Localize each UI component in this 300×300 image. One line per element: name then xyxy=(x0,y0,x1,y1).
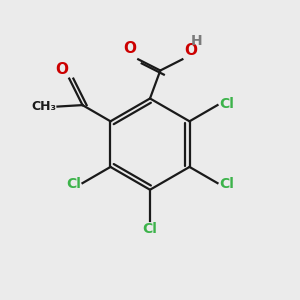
Text: H: H xyxy=(191,34,203,47)
Text: Cl: Cl xyxy=(66,177,81,191)
Text: Cl: Cl xyxy=(219,177,234,191)
Text: Cl: Cl xyxy=(219,97,234,111)
Text: CH₃: CH₃ xyxy=(31,100,56,113)
Text: Cl: Cl xyxy=(142,222,158,236)
Text: O: O xyxy=(55,62,68,77)
Text: O: O xyxy=(184,44,197,59)
Text: O: O xyxy=(124,41,137,56)
